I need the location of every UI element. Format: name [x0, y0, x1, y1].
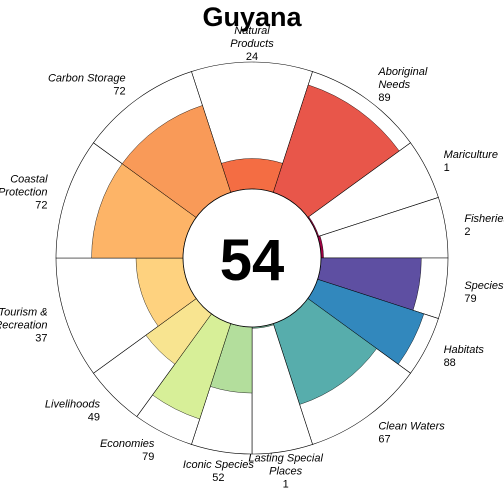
petal-label-natural-products: Natural Products — [230, 25, 274, 50]
petal-value-habitats: 88 — [444, 357, 456, 369]
petal-value-livelihoods: 49 — [88, 412, 100, 424]
petal-label-lasting-special-places: Lasting Special Places — [248, 452, 323, 477]
petal-label-clean-waters: Clean Waters — [378, 420, 445, 432]
petal-label-iconic-species: Iconic Species — [183, 459, 254, 471]
overall-score: 54 — [220, 228, 285, 293]
petal-label-aboriginal-needs: Aboriginal Needs — [377, 66, 427, 91]
petal-label-habitats: Habitats — [444, 344, 485, 356]
petal-value-tourism-recreation: 37 — [35, 332, 47, 344]
petal-label-tourism-recreation: Tourism &Recreation — [0, 306, 48, 331]
petal-value-aboriginal-needs: 89 — [378, 92, 390, 104]
petal-label-economies: Economies — [100, 438, 155, 450]
petal-label-mariculture: Mariculture — [444, 149, 498, 161]
petal-value-coastal-protection: 72 — [35, 200, 47, 212]
petal-natural-products — [221, 158, 283, 193]
petal-value-lasting-special-places: 1 — [283, 478, 289, 490]
petal-label-coastal-protection: Coastal Protection — [0, 174, 48, 199]
petal-label-livelihoods: Livelihoods — [45, 399, 101, 411]
petal-value-species: 79 — [464, 293, 476, 305]
petal-label-species: Species — [464, 280, 504, 292]
petal-value-natural-products: 24 — [246, 51, 258, 63]
petal-value-fisheries: 2 — [464, 226, 470, 238]
petal-value-mariculture: 1 — [444, 162, 450, 174]
petals-group — [55, 61, 449, 455]
petal-value-economies: 79 — [142, 451, 154, 463]
center-disc — [182, 188, 322, 328]
petal-label-fisheries: Fisheries — [464, 213, 504, 225]
petal-label-carbon-storage: Carbon Storage — [48, 73, 126, 85]
petal-value-iconic-species: 52 — [212, 472, 224, 484]
petal-value-clean-waters: 67 — [378, 433, 390, 445]
petal-value-carbon-storage: 72 — [113, 86, 125, 98]
chart-title: Guyana — [202, 2, 302, 32]
